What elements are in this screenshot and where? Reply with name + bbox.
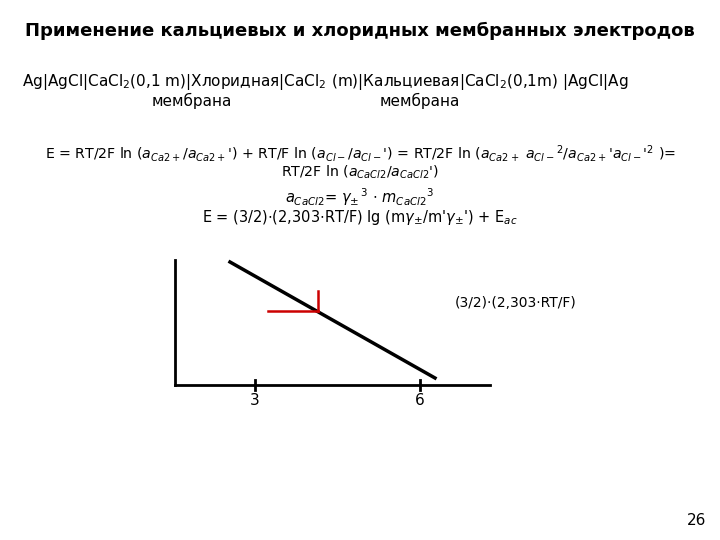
Text: $a_{CaCl2}$= $\gamma_{\pm}$$^{\,3}$ $\cdot$ $m_{CaCl2}$$^3$: $a_{CaCl2}$= $\gamma_{\pm}$$^{\,3}$ $\cd… (285, 186, 435, 208)
Text: 3: 3 (250, 393, 260, 408)
Text: Применение кальциевых и хлоридных мембранных электродов: Применение кальциевых и хлоридных мембра… (25, 22, 695, 40)
Text: E = RT/2F ln ($a_{Ca2+}$/$a_{Ca2+}$') + RT/F ln ($a_{Cl-}$/$a_{Cl-}$') = RT/2F l: E = RT/2F ln ($a_{Ca2+}$/$a_{Ca2+}$') + … (45, 143, 675, 164)
Text: 6: 6 (415, 393, 425, 408)
Text: (3/2)·(2,303·RT/F): (3/2)·(2,303·RT/F) (455, 296, 577, 310)
Text: мембрана: мембрана (152, 93, 232, 109)
Text: E = (3/2)$\cdot$(2,303$\cdot$RT/F) lg (m$\gamma_{\pm}$/m'$\gamma_{\pm}$') + E$_{: E = (3/2)$\cdot$(2,303$\cdot$RT/F) lg (m… (202, 208, 518, 227)
Text: мембрана: мембрана (380, 93, 460, 109)
Text: 26: 26 (687, 513, 706, 528)
Text: Ag|AgCl|CaCl$_2$(0,1 m)|Хлоридная|CaCl$_2$ (m)|Кальциевая|CaCl$_2$(0,1m) |AgCl|A: Ag|AgCl|CaCl$_2$(0,1 m)|Хлоридная|CaCl$_… (22, 72, 629, 92)
Text: RT/2F ln ($a_{CaCl2}$/$a_{CaCl2}$'): RT/2F ln ($a_{CaCl2}$/$a_{CaCl2}$') (281, 164, 439, 181)
